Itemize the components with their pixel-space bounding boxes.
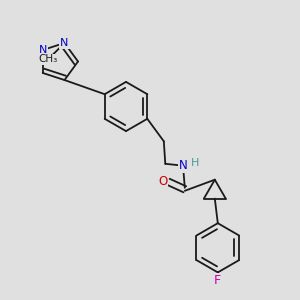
Text: N: N bbox=[179, 159, 188, 172]
Text: N: N bbox=[60, 38, 69, 48]
Text: CH₃: CH₃ bbox=[38, 55, 58, 64]
Text: F: F bbox=[214, 274, 221, 287]
Text: N: N bbox=[38, 45, 47, 55]
Text: H: H bbox=[190, 158, 199, 168]
Text: O: O bbox=[158, 175, 167, 188]
